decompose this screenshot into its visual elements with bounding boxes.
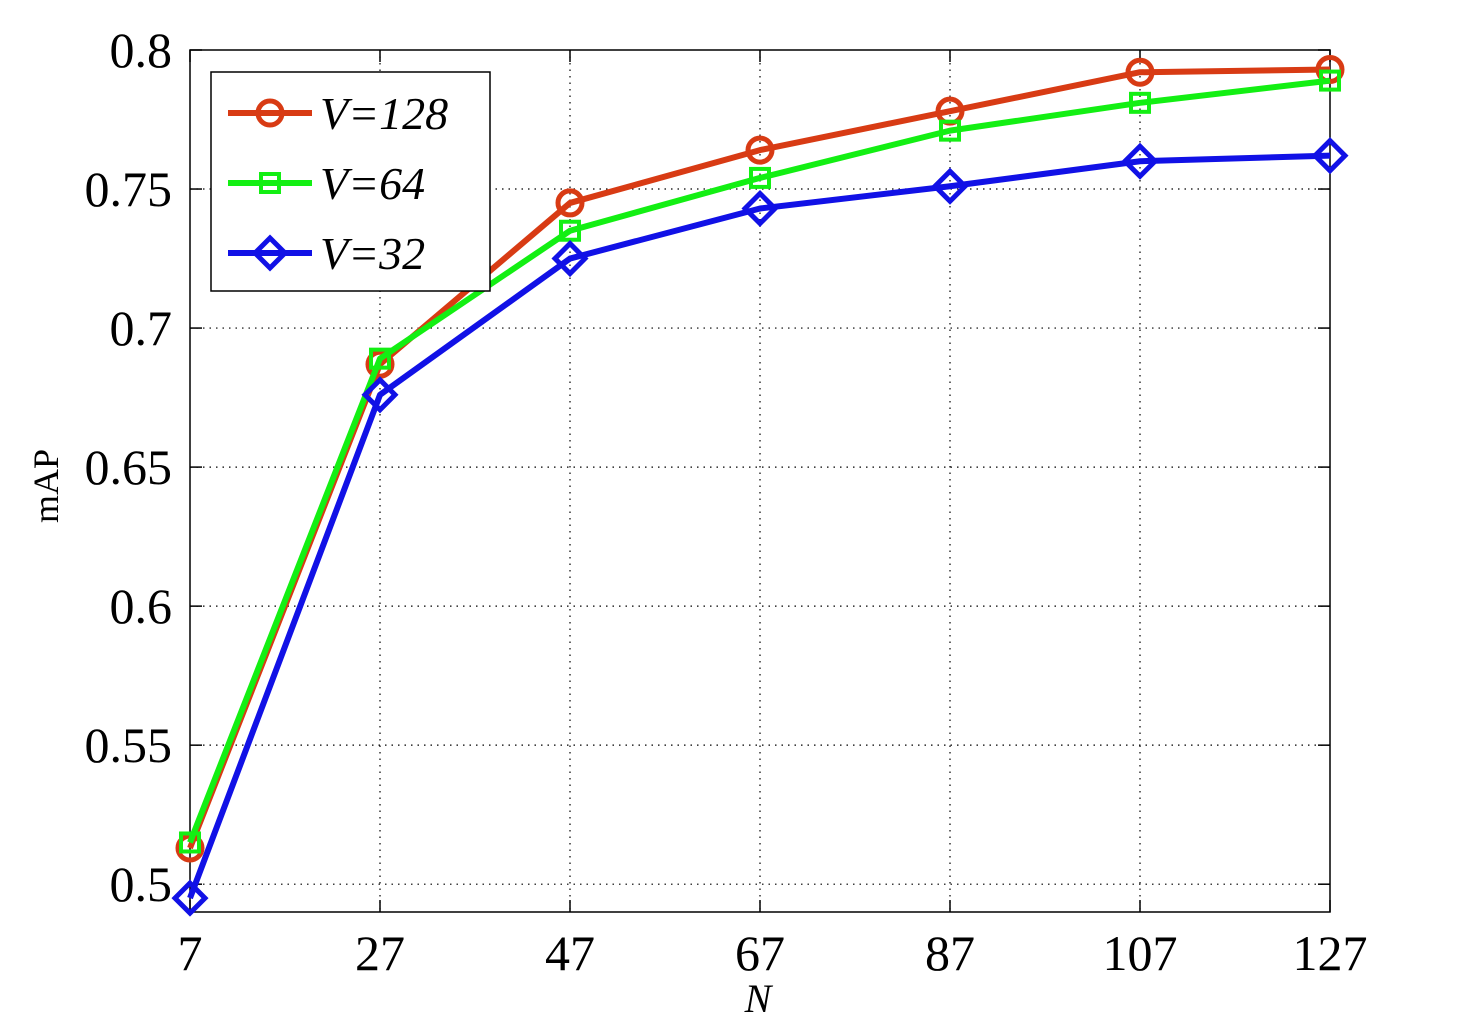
data-point <box>931 167 969 205</box>
data-point <box>365 349 395 379</box>
legend-marker <box>251 234 289 272</box>
data-point <box>1311 137 1349 175</box>
legend-label: V=64 <box>320 158 425 209</box>
data-point <box>551 240 589 278</box>
data-point <box>749 166 771 189</box>
x-tick-label: 127 <box>1293 925 1368 981</box>
y-tick-label: 0.55 <box>85 717 173 773</box>
x-tick-label: 107 <box>1103 925 1178 981</box>
y-tick-label: 0.7 <box>110 300 173 356</box>
data-point <box>179 831 201 854</box>
data-point <box>171 879 209 917</box>
data-point <box>939 119 961 142</box>
series-3 <box>171 137 1349 917</box>
data-point <box>1319 69 1341 92</box>
data-point <box>555 188 585 218</box>
data-point <box>745 135 775 165</box>
data-series <box>171 54 1349 917</box>
x-tick-label: 7 <box>178 925 203 981</box>
data-point <box>369 347 391 370</box>
data-point <box>741 189 779 228</box>
data-point <box>361 376 399 414</box>
y-tick-label: 0.8 <box>110 22 173 78</box>
y-tick-label: 0.6 <box>110 578 173 634</box>
x-tick-label: 47 <box>545 925 595 981</box>
legend-label: V=32 <box>320 228 425 279</box>
data-point <box>1121 142 1159 180</box>
legend: V=128 V=64 V=32 <box>210 71 491 292</box>
data-point <box>1125 57 1155 87</box>
legend-marker <box>259 172 281 194</box>
y-tick-label: 0.75 <box>85 161 173 217</box>
series-2 <box>179 69 1341 854</box>
legend-label: V=128 <box>320 88 448 139</box>
y-tick-label: 0.65 <box>85 439 173 495</box>
x-tick-label: 27 <box>355 925 405 981</box>
y-tick-label: 0.5 <box>110 856 173 912</box>
data-point <box>559 219 581 242</box>
series-line <box>187 152 1331 900</box>
legend-marker <box>255 98 285 128</box>
series-line <box>187 77 1331 844</box>
x-tick-label: 67 <box>735 925 785 981</box>
axis-ticks: 7 27 47 67 87 107 127 0.5 0.55 0.6 0.65 0.7 0.75 0.8 <box>85 22 1368 981</box>
x-axis-title: N <box>744 976 774 1021</box>
data-point <box>1129 91 1151 114</box>
y-axis-title: mAP <box>26 449 66 523</box>
x-tick-label: 87 <box>925 925 975 981</box>
